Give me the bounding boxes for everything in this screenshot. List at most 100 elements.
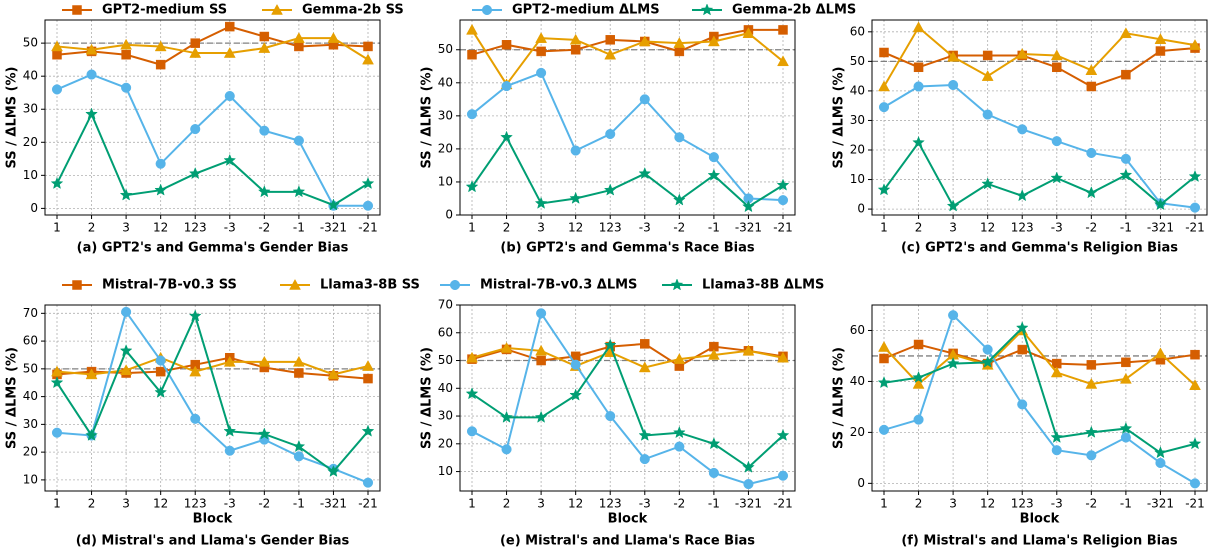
- marker-star: [223, 424, 237, 437]
- marker-triangle: [362, 53, 374, 65]
- x-tick-label: -1: [293, 221, 305, 235]
- marker-star: [1015, 189, 1029, 202]
- marker-triangle: [189, 365, 202, 377]
- legend-label: Mistral-7B-v0.3 SS: [102, 278, 237, 293]
- subplot-title: (a) GPT2's and Gemma's Gender Bias: [77, 241, 349, 256]
- marker-triangle: [466, 23, 478, 35]
- marker-circle: [1120, 153, 1131, 164]
- marker-triangle: [362, 360, 374, 371]
- y-tick-label: 0: [857, 202, 865, 216]
- marker-star: [707, 168, 721, 181]
- series: [51, 69, 374, 211]
- x-tick-label: -2: [258, 497, 270, 511]
- marker-star: [534, 196, 548, 209]
- marker-star: [50, 376, 64, 389]
- marker-triangle: [120, 364, 133, 375]
- marker-star: [154, 385, 168, 398]
- y-tick-label: 10: [438, 174, 453, 188]
- series-line: [883, 328, 1196, 386]
- y-tick-label: 70: [438, 298, 453, 312]
- marker-square: [294, 368, 304, 378]
- x-tick-label: -3: [224, 221, 236, 235]
- y-tick-label: 20: [438, 141, 453, 155]
- series-line: [56, 111, 369, 207]
- series-line: [883, 140, 1196, 208]
- marker-triangle: [707, 348, 720, 360]
- legend-label: GPT2-medium ΔLMS: [512, 3, 660, 18]
- marker-triangle: [1085, 377, 1098, 389]
- x-tick-label: 123: [1011, 497, 1034, 511]
- y-tick-label: 60: [438, 325, 453, 339]
- x-tick-label: 1: [880, 221, 888, 235]
- marker-triangle: [271, 3, 283, 15]
- marker-circle: [878, 424, 890, 435]
- marker-star: [257, 427, 271, 440]
- marker-star: [1015, 321, 1029, 334]
- x-tick-label: -321: [735, 497, 762, 511]
- y-axis-label: SS / ΔLMS (%): [5, 66, 20, 168]
- marker-circle: [1051, 445, 1062, 456]
- x-tick-label: -21: [773, 497, 793, 511]
- y-tick-label: 60: [23, 334, 38, 348]
- marker-triangle: [85, 368, 98, 380]
- marker-star: [912, 135, 925, 149]
- marker-triangle: [1050, 366, 1063, 378]
- marker-square: [879, 47, 889, 58]
- y-tick-label: 20: [850, 425, 865, 439]
- marker-circle: [293, 451, 304, 462]
- marker-star: [1084, 186, 1098, 199]
- marker-triangle: [535, 32, 548, 43]
- marker-star: [154, 183, 168, 196]
- marker-circle: [1189, 202, 1201, 213]
- x-axis-label: Block: [1020, 512, 1060, 527]
- series-line: [471, 347, 784, 369]
- series: [879, 339, 1200, 370]
- y-axis-label: SS / ΔLMS (%): [420, 347, 435, 449]
- plot-frame: [44, 19, 381, 216]
- marker-circle: [536, 67, 547, 78]
- series-line: [471, 71, 784, 202]
- x-tick-label: 1: [53, 497, 61, 511]
- marker-star: [1154, 197, 1167, 211]
- x-tick-label: 2: [503, 221, 511, 235]
- x-tick-label: -2: [673, 221, 685, 235]
- marker-star: [672, 193, 686, 206]
- marker-triangle: [51, 40, 63, 52]
- marker-circle: [224, 445, 235, 456]
- x-tick-label: -21: [1185, 221, 1205, 235]
- marker-star: [742, 460, 755, 473]
- x-tick-label: -321: [320, 221, 347, 235]
- subplot-title: (e) Mistral's and Llama's Race Bias: [500, 534, 755, 549]
- x-tick-label: 2: [503, 497, 511, 511]
- x-tick-label: -2: [1085, 497, 1097, 511]
- y-tick-label: 30: [438, 409, 453, 423]
- marker-circle: [1017, 124, 1028, 135]
- marker-star: [257, 185, 271, 198]
- series-line: [471, 135, 784, 208]
- series: [50, 309, 375, 477]
- marker-triangle: [947, 50, 960, 62]
- y-tick-label: 30: [850, 113, 865, 127]
- y-tick-label: 40: [23, 389, 38, 403]
- marker-star: [188, 309, 202, 322]
- marker-circle: [224, 90, 235, 102]
- marker-triangle: [673, 37, 686, 48]
- marker-triangle: [466, 351, 478, 363]
- y-tick-label: 30: [23, 417, 38, 431]
- y-tick-label: 60: [850, 24, 865, 38]
- series-line: [471, 28, 783, 56]
- marker-star: [292, 185, 306, 198]
- marker-square: [913, 339, 924, 350]
- series-line: [471, 343, 784, 469]
- y-tick-label: 50: [23, 36, 38, 50]
- x-tick-label: 2: [88, 221, 96, 235]
- marker-triangle: [638, 35, 651, 47]
- x-tick-label: -2: [673, 497, 685, 511]
- marker-triangle: [981, 70, 994, 81]
- series-line: [883, 313, 1196, 485]
- marker-circle: [293, 135, 304, 146]
- x-tick-label: -2: [258, 221, 270, 235]
- x-tick-label: -21: [1185, 497, 1205, 511]
- marker-circle: [1189, 478, 1201, 489]
- marker-star: [1050, 430, 1064, 443]
